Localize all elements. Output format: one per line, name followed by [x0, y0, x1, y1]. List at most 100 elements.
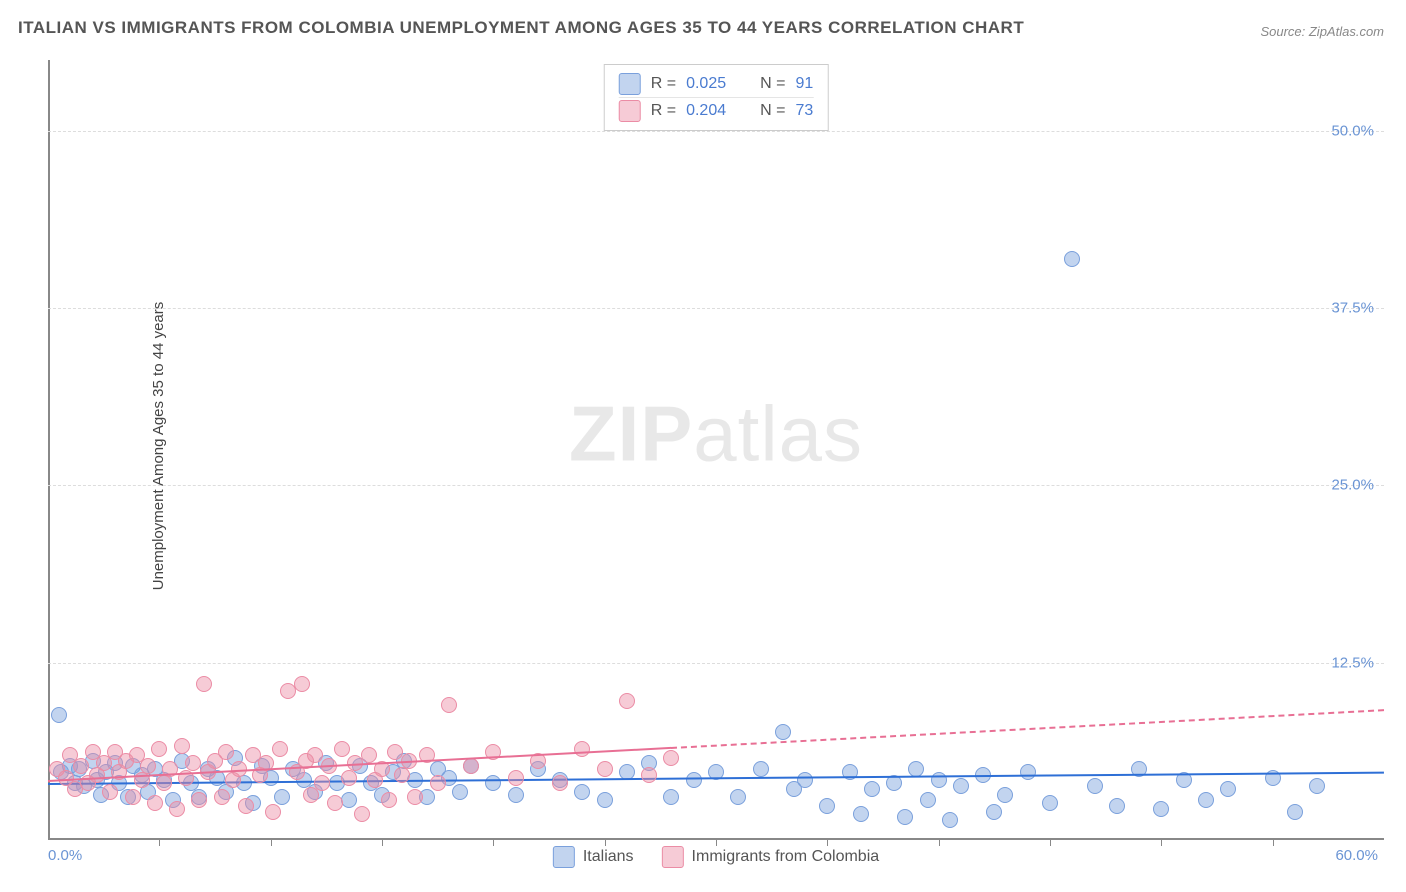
source-attribution: Source: ZipAtlas.com	[1260, 24, 1384, 39]
x-tick	[716, 840, 717, 846]
data-point	[997, 787, 1013, 803]
data-point	[341, 770, 357, 786]
x-tick	[159, 840, 160, 846]
x-tick	[827, 840, 828, 846]
grid-line	[48, 131, 1384, 132]
series-swatch-icon	[619, 100, 641, 122]
data-point	[169, 801, 185, 817]
data-point	[986, 804, 1002, 820]
data-point	[314, 775, 330, 791]
n-value: 73	[795, 102, 813, 120]
data-point	[147, 795, 163, 811]
stats-row: R = 0.204 N = 73	[619, 97, 814, 124]
data-point	[574, 741, 590, 757]
data-point	[819, 798, 835, 814]
data-point	[354, 806, 370, 822]
data-point	[1309, 778, 1325, 794]
legend-item: Italians	[553, 846, 634, 868]
data-point	[663, 789, 679, 805]
scatter-plot: ZIPatlas R = 0.025 N = 91 R = 0.204 N = …	[48, 60, 1384, 840]
data-point	[1287, 804, 1303, 820]
data-point	[853, 806, 869, 822]
data-point	[452, 784, 468, 800]
data-point	[1153, 801, 1169, 817]
data-point	[864, 781, 880, 797]
stats-legend-box: R = 0.025 N = 91 R = 0.204 N = 73	[604, 64, 829, 131]
data-point	[953, 778, 969, 794]
data-point	[274, 789, 290, 805]
r-label: R =	[651, 102, 676, 120]
data-point	[73, 758, 89, 774]
y-axis-line	[48, 60, 50, 840]
data-point	[238, 798, 254, 814]
data-point	[1064, 251, 1080, 267]
y-tick-label: 12.5%	[1331, 654, 1374, 671]
data-point	[920, 792, 936, 808]
x-tick	[271, 840, 272, 846]
data-point	[191, 792, 207, 808]
x-tick	[939, 840, 940, 846]
data-point	[485, 775, 501, 791]
data-point	[775, 724, 791, 740]
data-point	[185, 755, 201, 771]
grid-line	[48, 485, 1384, 486]
data-point	[619, 693, 635, 709]
x-tick	[382, 840, 383, 846]
x-tick	[1050, 840, 1051, 846]
data-point	[125, 789, 141, 805]
x-tick	[605, 840, 606, 846]
data-point	[334, 741, 350, 757]
grid-line	[48, 308, 1384, 309]
data-point	[1109, 798, 1125, 814]
data-point	[394, 767, 410, 783]
x-tick	[1161, 840, 1162, 846]
n-value: 91	[795, 75, 813, 93]
n-label: N =	[760, 102, 785, 120]
data-point	[151, 741, 167, 757]
data-point	[597, 761, 613, 777]
watermark-text: ZIPatlas	[569, 389, 863, 480]
data-point	[686, 772, 702, 788]
data-point	[641, 767, 657, 783]
data-point	[174, 738, 190, 754]
data-point	[196, 676, 212, 692]
y-tick-label: 50.0%	[1331, 122, 1374, 139]
data-point	[1220, 781, 1236, 797]
data-point	[430, 775, 446, 791]
bottom-legend: Italians Immigrants from Colombia	[553, 846, 879, 868]
data-point	[361, 747, 377, 763]
data-point	[1198, 792, 1214, 808]
data-point	[730, 789, 746, 805]
data-point	[508, 787, 524, 803]
data-point	[663, 750, 679, 766]
data-point	[272, 741, 288, 757]
data-point	[1087, 778, 1103, 794]
data-point	[102, 784, 118, 800]
data-point	[1042, 795, 1058, 811]
data-point	[463, 758, 479, 774]
data-point	[407, 789, 423, 805]
legend-label: Italians	[583, 848, 634, 866]
watermark-rest: atlas	[693, 390, 863, 478]
x-tick	[493, 840, 494, 846]
series-swatch-icon	[662, 846, 684, 868]
data-point	[753, 761, 769, 777]
legend-item: Immigrants from Colombia	[662, 846, 880, 868]
data-point	[552, 775, 568, 791]
chart-title: ITALIAN VS IMMIGRANTS FROM COLOMBIA UNEM…	[18, 18, 1024, 38]
data-point	[508, 770, 524, 786]
data-point	[381, 792, 397, 808]
x-tick-label: 0.0%	[48, 847, 82, 864]
grid-line	[48, 663, 1384, 664]
x-tick	[1273, 840, 1274, 846]
data-point	[307, 747, 323, 763]
data-point	[51, 707, 67, 723]
n-label: N =	[760, 75, 785, 93]
y-tick-label: 25.0%	[1331, 477, 1374, 494]
data-point	[140, 758, 156, 774]
data-point	[942, 812, 958, 828]
data-point	[897, 809, 913, 825]
data-point	[574, 784, 590, 800]
stats-row: R = 0.025 N = 91	[619, 71, 814, 97]
r-value: 0.025	[686, 75, 726, 93]
